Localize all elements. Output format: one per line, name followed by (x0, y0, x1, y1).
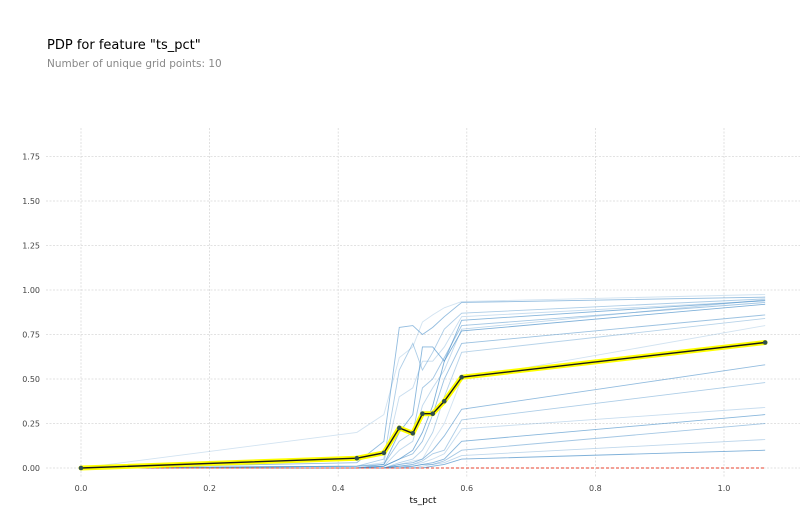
ice-line (80, 300, 766, 469)
pdp-point (78, 465, 84, 471)
y-tick-label: 0.25 (22, 420, 40, 429)
ice-line (80, 300, 766, 469)
chart-subtitle: Number of unique grid points: 10 (47, 58, 222, 70)
ice-line (80, 296, 766, 469)
x-tick-label: 0.6 (460, 484, 473, 493)
ice-line (80, 294, 766, 469)
y-tick-label: 0.50 (22, 375, 40, 384)
pdp-point (354, 455, 360, 461)
y-tick-label: 0.75 (22, 331, 40, 340)
y-tick-label: 1.75 (22, 153, 40, 162)
y-tick-label: 1.00 (22, 286, 40, 295)
x-tick-label: 0.2 (203, 484, 216, 493)
y-tick-label: 0.00 (22, 464, 40, 473)
pdp-point (441, 398, 447, 404)
y-tick-label: 1.25 (22, 242, 40, 251)
ice-line (80, 298, 766, 469)
chart-title: PDP for feature "ts_pct" (47, 38, 201, 53)
ice-line (81, 302, 766, 469)
ice-lines (80, 294, 766, 469)
ice-line (81, 314, 766, 469)
ice-line (81, 303, 766, 469)
x-tick-label: 0.4 (332, 484, 345, 493)
pdp-point (459, 374, 464, 380)
x-tick-label: 0.0 (75, 484, 88, 493)
axis-ticks: 0.0 0.2 0.4 0.6 0.8 1.0 0.00 0.25 0.50 0.75 1.00 1.… (22, 153, 730, 494)
ice-line (81, 318, 766, 469)
x-tick-label: 1.0 (718, 484, 731, 493)
pdp-point (396, 425, 402, 431)
pdp-point (430, 411, 436, 417)
pdp-point (420, 411, 425, 417)
x-tick-label: 0.8 (589, 484, 602, 493)
y-tick-label: 1.50 (22, 197, 40, 206)
x-axis-label: ts_pct (410, 496, 437, 506)
pdp-line (80, 341, 766, 469)
pdp-point (410, 430, 416, 436)
pdp-point (762, 340, 768, 345)
ice-line (81, 299, 766, 469)
grid (46, 128, 800, 478)
pdp-line-group (78, 340, 768, 471)
pdp-point (381, 450, 387, 456)
